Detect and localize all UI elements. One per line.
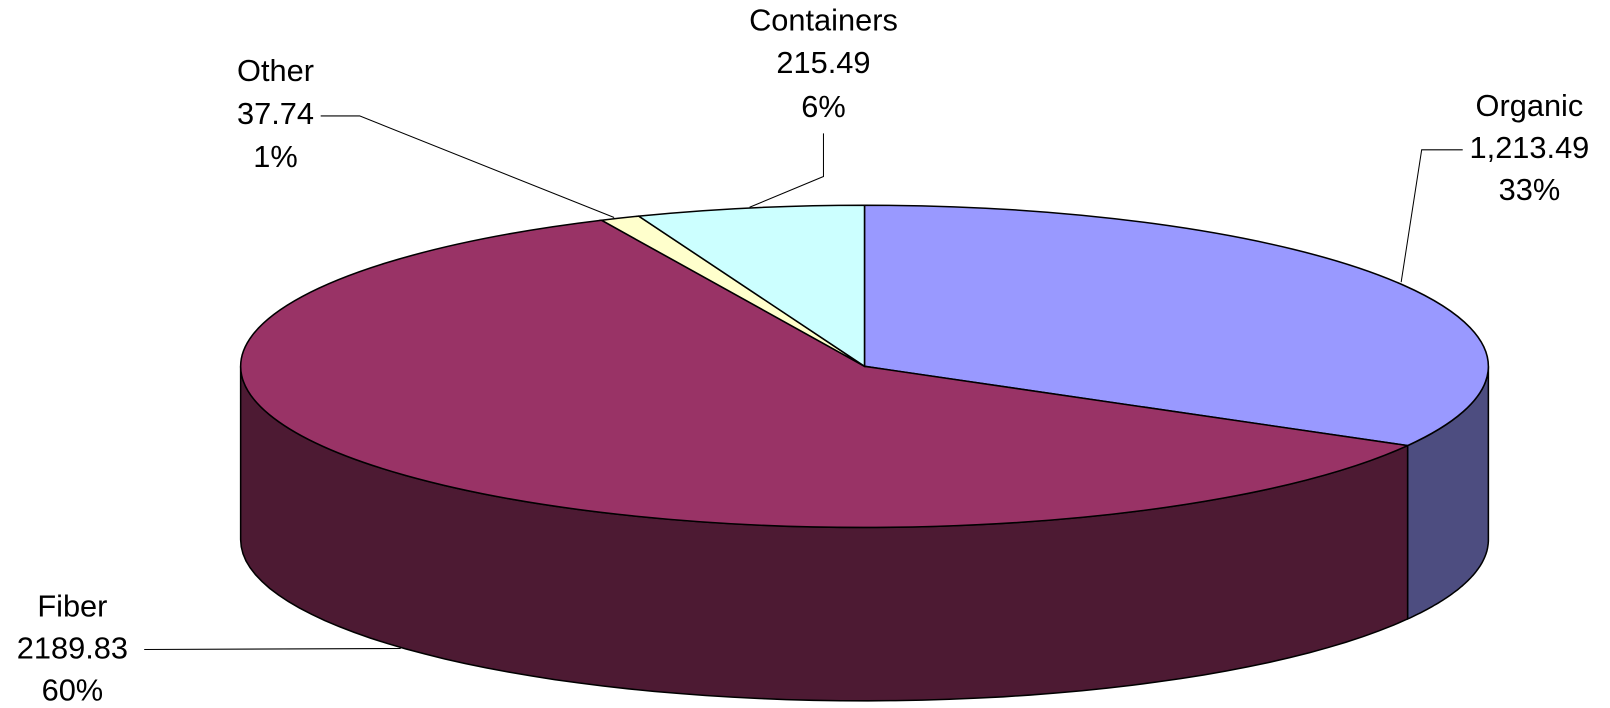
slice-label: Fiber (37, 589, 107, 624)
leader-line (144, 647, 401, 651)
slice-label: Containers (749, 3, 898, 38)
slice-label: Organic (1476, 88, 1584, 123)
value-label: 215.49 (776, 45, 870, 80)
value-label: 2189.83 (17, 631, 128, 666)
percent-label: 6% (801, 89, 845, 124)
leader-line (749, 133, 824, 208)
percent-label: 60% (42, 673, 104, 708)
leader-line (1400, 149, 1463, 283)
slice (863, 204, 1490, 447)
slice (239, 219, 1411, 529)
value-label: 1,213.49 (1470, 130, 1590, 165)
leader-line (320, 115, 615, 219)
value-label: 37.74 (237, 96, 314, 131)
percent-label: 33% (1499, 172, 1561, 207)
slice-label: Other (237, 53, 314, 88)
slice (636, 204, 866, 368)
percent-label: 1% (253, 139, 297, 174)
